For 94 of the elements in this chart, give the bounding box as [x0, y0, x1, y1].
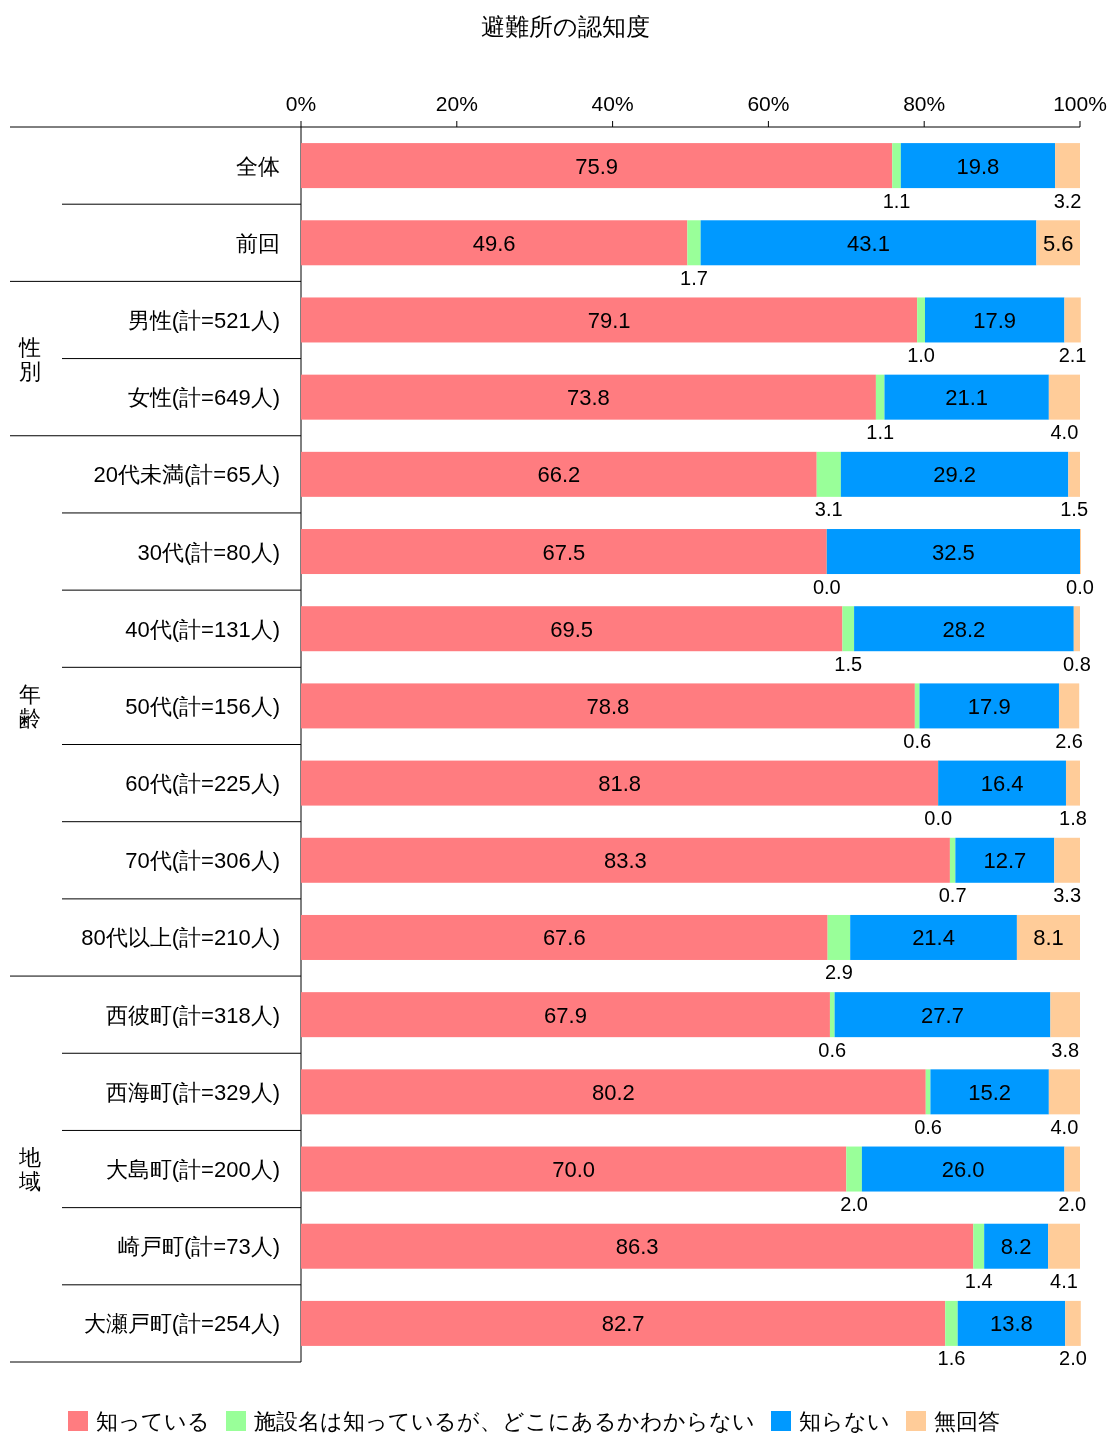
data-label: 0.0 [812, 575, 841, 598]
data-label: 5.6 [1042, 230, 1074, 256]
data-label: 21.1 [945, 385, 989, 411]
data-label: 1.6 [937, 1347, 966, 1370]
y-tick-label: 60代(計=225人) [125, 771, 280, 797]
y-tick-label: 全体 [236, 153, 280, 179]
x-tick-label: 0% [285, 92, 317, 115]
data-label: 49.6 [472, 230, 516, 256]
text: 地域 [18, 1145, 41, 1195]
data-label: 2.0 [840, 1193, 868, 1216]
text: 性別 [18, 334, 41, 384]
y-tick-label: 西海町(計=329人) [105, 1079, 280, 1105]
legend-label: 知っている [96, 1409, 210, 1433]
data-label: 8.1 [1033, 925, 1064, 951]
legend-label: 知らない [799, 1409, 890, 1433]
data-label: 16.4 [980, 771, 1024, 797]
data-label: 1.7 [680, 266, 708, 289]
data-label: 78.8 [586, 693, 630, 719]
data-label: 0.0 [1066, 575, 1094, 598]
chart-title: 避難所の認知度 [480, 13, 650, 40]
data-label: 1.8 [1059, 807, 1087, 830]
legend-label: 無回答 [934, 1409, 1000, 1433]
data-label: 70.0 [552, 1157, 596, 1183]
data-label: 0.6 [903, 729, 932, 752]
x-tick-label: 40% [591, 92, 634, 115]
data-label: 0.7 [938, 884, 967, 907]
y-tick-label: 40代(計=131人) [125, 616, 280, 642]
data-label: 2.1 [1058, 343, 1087, 366]
data-label: 1.1 [866, 421, 895, 444]
data-label: 3.1 [814, 498, 843, 521]
data-label: 0.6 [914, 1115, 942, 1138]
data-label: 73.8 [567, 385, 610, 411]
x-tick-label: 80% [903, 92, 946, 115]
data-label: 66.2 [537, 462, 581, 488]
data-label: 81.8 [598, 771, 642, 797]
data-label: 13.8 [990, 1311, 1033, 1337]
data-label: 82.7 [601, 1311, 645, 1337]
y-tick-label: 西彼町(計=318人) [105, 1002, 280, 1028]
data-label: 80.2 [591, 1079, 635, 1105]
data-label: 17.9 [973, 307, 1017, 333]
data-label: 19.8 [956, 153, 1000, 179]
y-tick-label: 崎戸町(計=73人) [118, 1234, 280, 1260]
data-label: 67.6 [542, 925, 586, 951]
data-label: 3.3 [1053, 884, 1082, 907]
data-label: 4.0 [1050, 421, 1079, 444]
y-tick-label: 70代(計=306人) [125, 848, 280, 874]
y-tick-label: 女性(計=649人) [127, 385, 280, 411]
data-label: 69.5 [550, 616, 594, 642]
data-label: 67.9 [544, 1002, 587, 1028]
data-label: 2.0 [1058, 1193, 1087, 1216]
x-tick-label: 60% [747, 92, 790, 115]
data-label: 0.0 [924, 807, 953, 830]
y-tick-label: 大瀬戸町(計=254人) [83, 1311, 280, 1337]
y-tick-label: 前回 [236, 230, 280, 256]
data-label: 26.0 [941, 1157, 985, 1183]
y-tick-label: 大島町(計=200人) [105, 1157, 280, 1183]
data-label: 4.1 [1050, 1270, 1078, 1293]
data-label: 86.3 [615, 1234, 659, 1260]
data-label: 12.7 [983, 848, 1027, 874]
data-label: 28.2 [942, 616, 986, 642]
data-label: 0.8 [1062, 652, 1091, 675]
data-label: 1.1 [882, 189, 911, 212]
data-label: 15.2 [968, 1079, 1012, 1105]
data-label: 2.0 [1059, 1347, 1087, 1370]
data-label: 75.9 [575, 153, 619, 179]
data-label: 1.0 [907, 343, 935, 366]
data-label: 32.5 [932, 539, 975, 565]
text: 年齢 [19, 681, 41, 731]
data-label: 0.6 [818, 1038, 847, 1061]
data-label: 3.2 [1053, 189, 1082, 212]
data-label: 27.7 [921, 1002, 964, 1028]
y-tick-label: 80代以上(計=210人) [81, 925, 280, 951]
data-label: 3.8 [1051, 1038, 1080, 1061]
x-tick-label: 20% [435, 92, 478, 115]
y-tick-label: 30代(計=80人) [137, 539, 280, 565]
data-label: 4.0 [1050, 1115, 1079, 1138]
x-tick-label: 100% [1053, 92, 1107, 115]
data-label: 29.2 [933, 462, 976, 488]
y-tick-label: 20代未満(計=65人) [93, 462, 280, 488]
data-label: 79.1 [587, 307, 631, 333]
y-tick-label: 50代(計=156人) [125, 693, 280, 719]
data-label: 43.1 [847, 230, 890, 256]
legend-label: 施設名は知っているが、どこにあるかわからない [254, 1409, 755, 1433]
data-label: 83.3 [604, 848, 647, 874]
data-label: 21.4 [912, 925, 955, 951]
y-tick-label: 男性(計=521人) [127, 307, 280, 333]
data-label: 67.5 [542, 539, 586, 565]
data-label: 1.4 [964, 1270, 993, 1293]
data-label: 2.9 [824, 961, 853, 984]
data-label: 17.9 [967, 693, 1011, 719]
data-label: 2.6 [1055, 729, 1083, 752]
data-label: 1.5 [834, 652, 863, 675]
data-label: 1.5 [1060, 498, 1089, 521]
data-label: 8.2 [1000, 1234, 1032, 1260]
